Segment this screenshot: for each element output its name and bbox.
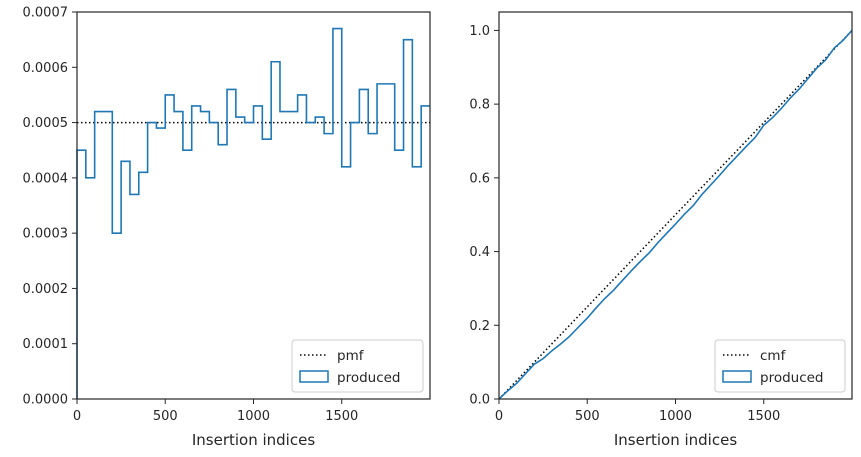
series-cmf bbox=[498, 29, 853, 400]
y-tick-label: 0.0001 bbox=[23, 337, 69, 352]
y-tick-label: 0.0007 bbox=[23, 6, 69, 21]
pmf-x-axis-label: Insertion indices bbox=[192, 431, 315, 449]
y-tick-label: 0.0002 bbox=[23, 282, 69, 297]
x-tick-label: 0 bbox=[495, 409, 503, 424]
cmf-x-axis: 0 500 1000 1500 bbox=[495, 399, 780, 424]
x-tick-label: 1500 bbox=[747, 409, 780, 424]
y-tick-label: 0.0003 bbox=[23, 227, 69, 242]
legend-box bbox=[291, 339, 424, 393]
pmf-x-axis: 0 500 1000 1500 bbox=[73, 399, 358, 424]
series-produced bbox=[76, 27, 430, 399]
y-tick-label: 0.2 bbox=[469, 319, 490, 334]
x-tick-label: 1000 bbox=[237, 409, 270, 424]
y-tick-label: 0.0005 bbox=[23, 116, 69, 131]
pmf-y-axis: 0.0000 0.0001 0.0002 0.0003 0.0004 0.0005 0.00… bbox=[23, 6, 77, 408]
cmf-x-axis-label: Insertion indices bbox=[614, 431, 737, 449]
cmf-chart-panel: 0 500 1000 1500 0.0 0.2 0.4 0.6 0.8 1.0 Insertio… bbox=[469, 11, 853, 449]
cmf-y-axis: 0.0 0.2 0.4 0.6 0.8 1.0 bbox=[469, 24, 499, 408]
legend-label-produced: produced bbox=[337, 370, 401, 386]
y-tick-label: 1.0 bbox=[469, 24, 490, 39]
y-tick-label: 0.0000 bbox=[23, 393, 69, 408]
y-tick-label: 0.6 bbox=[469, 171, 490, 186]
legend-label-pmf: pmf bbox=[337, 348, 365, 364]
pmf-legend: pmf produced bbox=[291, 339, 424, 393]
legend-label-cmf: cmf bbox=[760, 348, 787, 364]
legend-box bbox=[714, 339, 846, 393]
y-tick-label: 0.0006 bbox=[23, 61, 69, 76]
legend-label-produced: produced bbox=[760, 370, 824, 386]
x-tick-label: 1000 bbox=[659, 409, 692, 424]
legend-swatch-produced bbox=[722, 370, 752, 383]
cmf-plot-marks bbox=[498, 29, 853, 400]
y-tick-label: 0.8 bbox=[469, 98, 490, 113]
y-tick-label: 0.0004 bbox=[23, 171, 69, 186]
series-produced bbox=[498, 29, 853, 400]
y-tick-label: 0.0 bbox=[469, 393, 490, 408]
pmf-chart-panel: 0 500 1000 1500 0.00000.00010.00020.00030.0… bbox=[23, 6, 431, 449]
pmf-plot-marks bbox=[76, 27, 430, 399]
legend-swatch-produced bbox=[299, 370, 329, 383]
x-tick-label: 0 bbox=[73, 409, 81, 424]
x-tick-label: 500 bbox=[153, 409, 178, 424]
y-tick-label: 0.4 bbox=[469, 245, 490, 260]
cmf-legend: cmf produced bbox=[714, 339, 846, 393]
x-tick-label: 500 bbox=[575, 409, 600, 424]
x-tick-label: 1500 bbox=[325, 409, 358, 424]
